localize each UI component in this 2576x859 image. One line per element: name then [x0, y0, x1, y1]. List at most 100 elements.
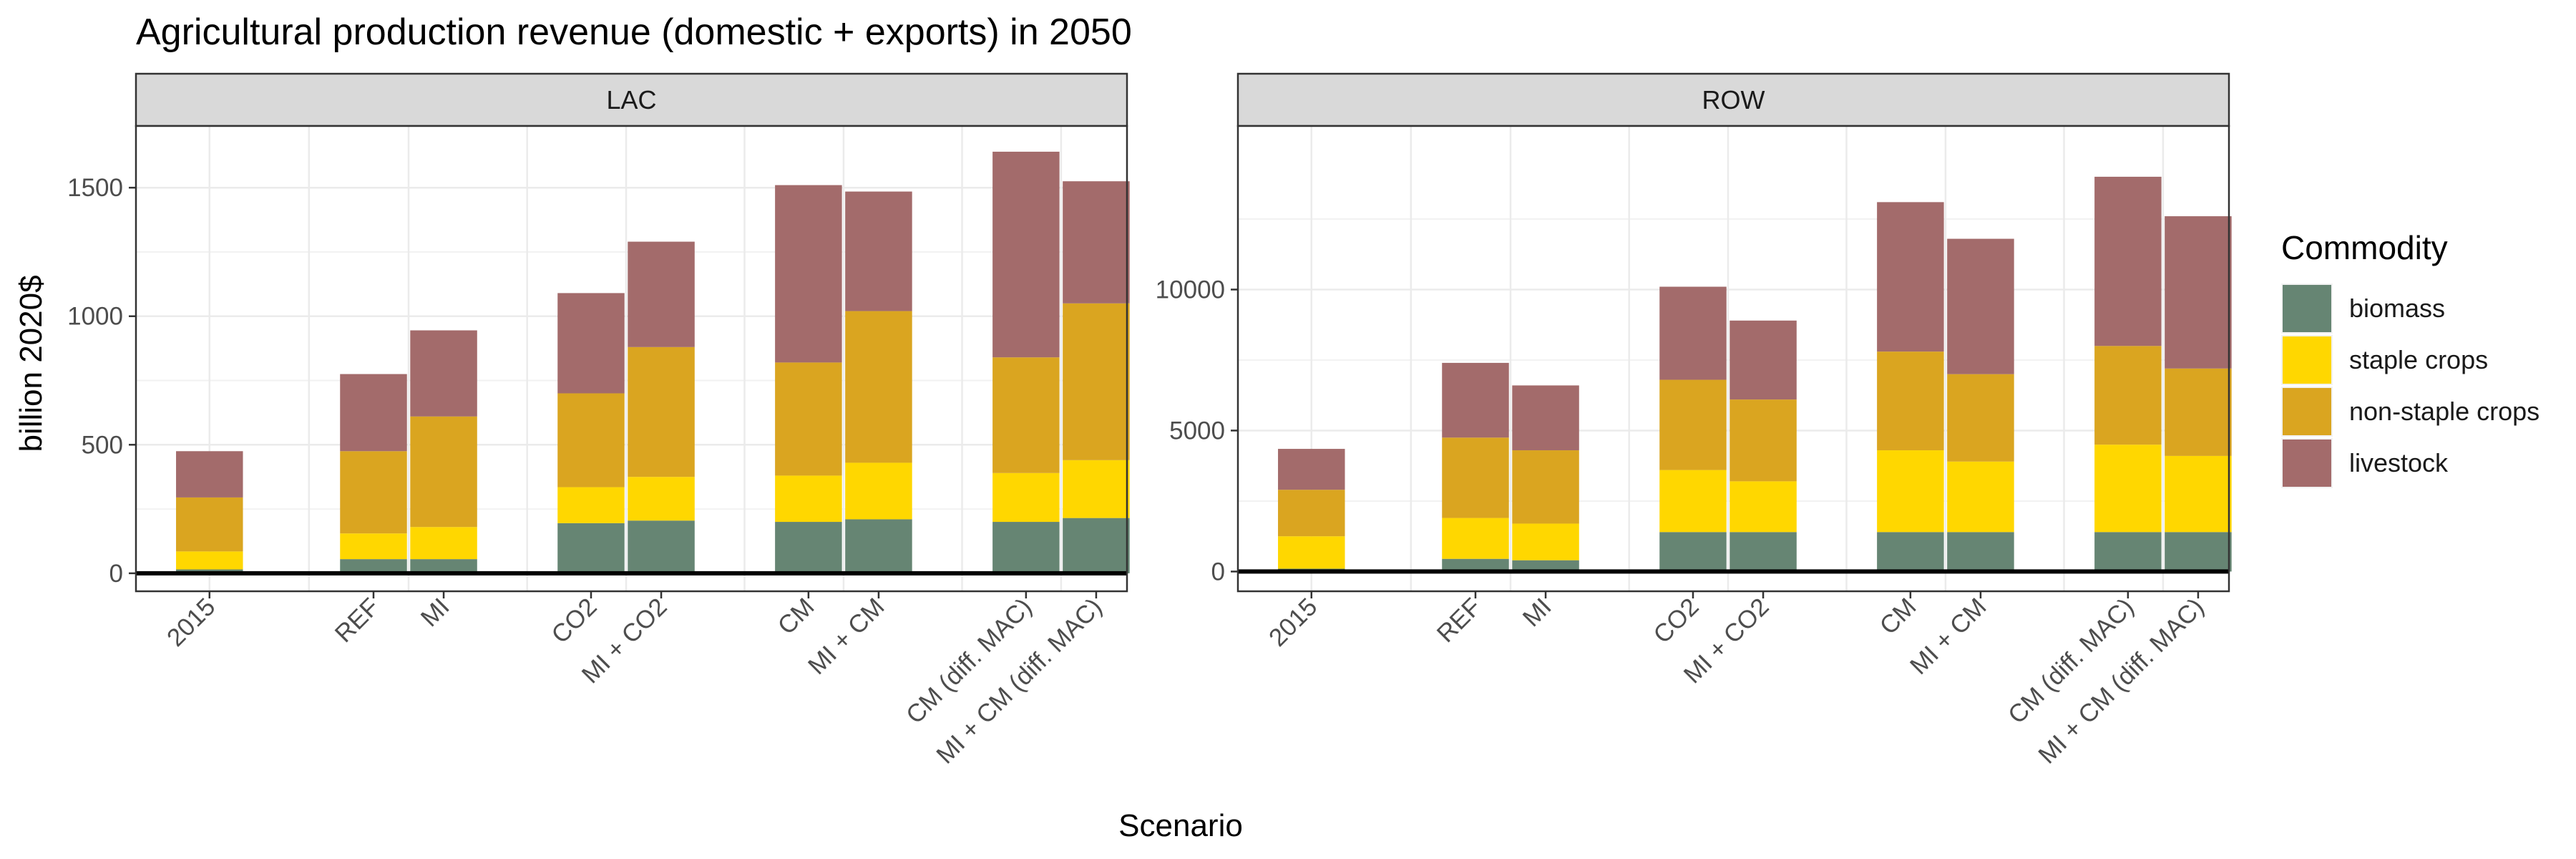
bar-biomass-6	[1947, 532, 2014, 572]
bar-staple-crops-7	[992, 472, 1060, 523]
legend-label: staple crops	[2349, 345, 2488, 374]
legend-items: biomass staple crops non-staple crops lives…	[2281, 283, 2540, 488]
y-tick-label: 500	[82, 431, 123, 459]
bar-non-staple-crops-0	[1278, 490, 1345, 537]
x-tick-label: MI + CM	[1905, 593, 1992, 680]
x-axis-title: Scenario	[1118, 808, 1243, 843]
bar-staple-crops-5	[1877, 450, 1944, 533]
y-tick-label: 10000	[1156, 276, 1225, 304]
bar-non-staple-crops-8	[1063, 303, 1130, 460]
bar-staple-crops-0	[176, 551, 243, 570]
facet-strip	[1236, 72, 2230, 127]
bar-biomass-5	[775, 522, 842, 573]
bar-livestock-2	[410, 330, 477, 417]
bar-biomass-1	[1442, 558, 1509, 572]
legend-label: non-staple crops	[2349, 397, 2540, 426]
bar-staple-crops-3	[1659, 470, 1727, 533]
x-tick-label: 2015	[1264, 593, 1323, 652]
bar-staple-crops-0	[1278, 536, 1345, 569]
x-tick-label: MI + CM	[803, 593, 890, 680]
legend: Commodity biomass staple crops non-staple …	[2281, 229, 2540, 488]
legend-swatch-staple-crops	[2283, 336, 2331, 384]
x-tick-label: CO2	[1648, 593, 1704, 649]
bar-non-staple-crops-1	[1442, 437, 1509, 518]
bar-livestock-5	[1877, 202, 1944, 352]
y-tick-label: 0	[109, 560, 123, 588]
legend-label: biomass	[2349, 293, 2445, 323]
y-tick-label: 5000	[1169, 417, 1225, 445]
bar-biomass-7	[992, 522, 1060, 573]
bar-non-staple-crops-1	[340, 451, 407, 534]
panel-border	[135, 125, 1128, 593]
bar-non-staple-crops-6	[845, 311, 912, 463]
bar-non-staple-crops-8	[2165, 368, 2232, 456]
bar-non-staple-crops-7	[2094, 346, 2162, 445]
bar-biomass-3	[557, 523, 625, 573]
bar-livestock-8	[1063, 181, 1130, 304]
bar-staple-crops-3	[557, 487, 625, 523]
bar-biomass-4	[1729, 532, 1797, 572]
bar-biomass-3	[1659, 532, 1727, 572]
bar-livestock-2	[1512, 385, 1579, 451]
bar-biomass-5	[1877, 532, 1944, 572]
bar-staple-crops-2	[410, 527, 477, 560]
bar-biomass-7	[2094, 532, 2162, 572]
bar-livestock-8	[2165, 216, 2232, 369]
legend-swatch-livestock	[2283, 440, 2331, 487]
bar-non-staple-crops-7	[992, 357, 1060, 473]
bar-biomass-2	[1512, 560, 1579, 572]
x-tick-label: MI	[1518, 593, 1557, 632]
bar-non-staple-crops-2	[410, 416, 477, 528]
bar-livestock-1	[1442, 362, 1509, 438]
facet-label: LAC	[606, 85, 656, 115]
x-tick-label: MI	[416, 593, 455, 632]
bar-livestock-3	[1659, 286, 1727, 380]
bar-livestock-5	[775, 185, 842, 363]
bar-livestock-0	[176, 451, 243, 498]
bar-non-staple-crops-4	[1729, 399, 1797, 482]
bar-livestock-4	[1729, 320, 1797, 400]
y-tick-label: 1500	[67, 174, 123, 202]
x-tick-label: REF	[1432, 593, 1487, 648]
x-tick-label: CO2	[546, 593, 602, 649]
bar-biomass-2	[410, 559, 477, 573]
chart-title: Agricultural production revenue (domesti…	[136, 11, 1132, 53]
bar-biomass-8	[2165, 532, 2232, 572]
legend-label: livestock	[2349, 448, 2449, 477]
y-tick-label: 1000	[67, 303, 123, 331]
bar-staple-crops-8	[1063, 460, 1130, 518]
x-tick-label: 2015	[162, 593, 221, 652]
legend-title: Commodity	[2281, 229, 2448, 266]
bar-staple-crops-1	[1442, 518, 1509, 559]
bar-livestock-3	[557, 293, 625, 394]
bar-biomass-8	[1063, 518, 1130, 573]
bar-staple-crops-8	[2165, 455, 2232, 533]
x-tick-label: CM	[772, 593, 819, 640]
bar-non-staple-crops-4	[628, 346, 695, 477]
bar-livestock-6	[845, 191, 912, 311]
bar-biomass-1	[340, 559, 407, 573]
facet-label: ROW	[1702, 85, 1765, 115]
bar-non-staple-crops-3	[1659, 379, 1727, 470]
bar-non-staple-crops-0	[176, 497, 243, 552]
bar-staple-crops-2	[1512, 523, 1579, 560]
y-tick-label: 0	[1211, 558, 1225, 586]
bar-non-staple-crops-3	[557, 393, 625, 487]
bar-biomass-4	[628, 520, 695, 573]
bar-livestock-1	[340, 374, 407, 452]
bar-non-staple-crops-2	[1512, 450, 1579, 524]
x-tick-label: CM (diff. MAC)	[2003, 593, 2140, 729]
x-tick-label: CM	[1874, 593, 1921, 640]
bar-non-staple-crops-6	[1947, 374, 2014, 462]
x-tick-label: REF	[330, 593, 385, 648]
y-axis-title: billion 2020$	[14, 275, 49, 452]
x-tick-label: CM (diff. MAC)	[901, 593, 1038, 729]
bar-staple-crops-1	[340, 533, 407, 560]
bar-staple-crops-6	[1947, 461, 2014, 533]
bar-biomass-6	[845, 519, 912, 573]
bar-livestock-7	[992, 151, 1060, 358]
